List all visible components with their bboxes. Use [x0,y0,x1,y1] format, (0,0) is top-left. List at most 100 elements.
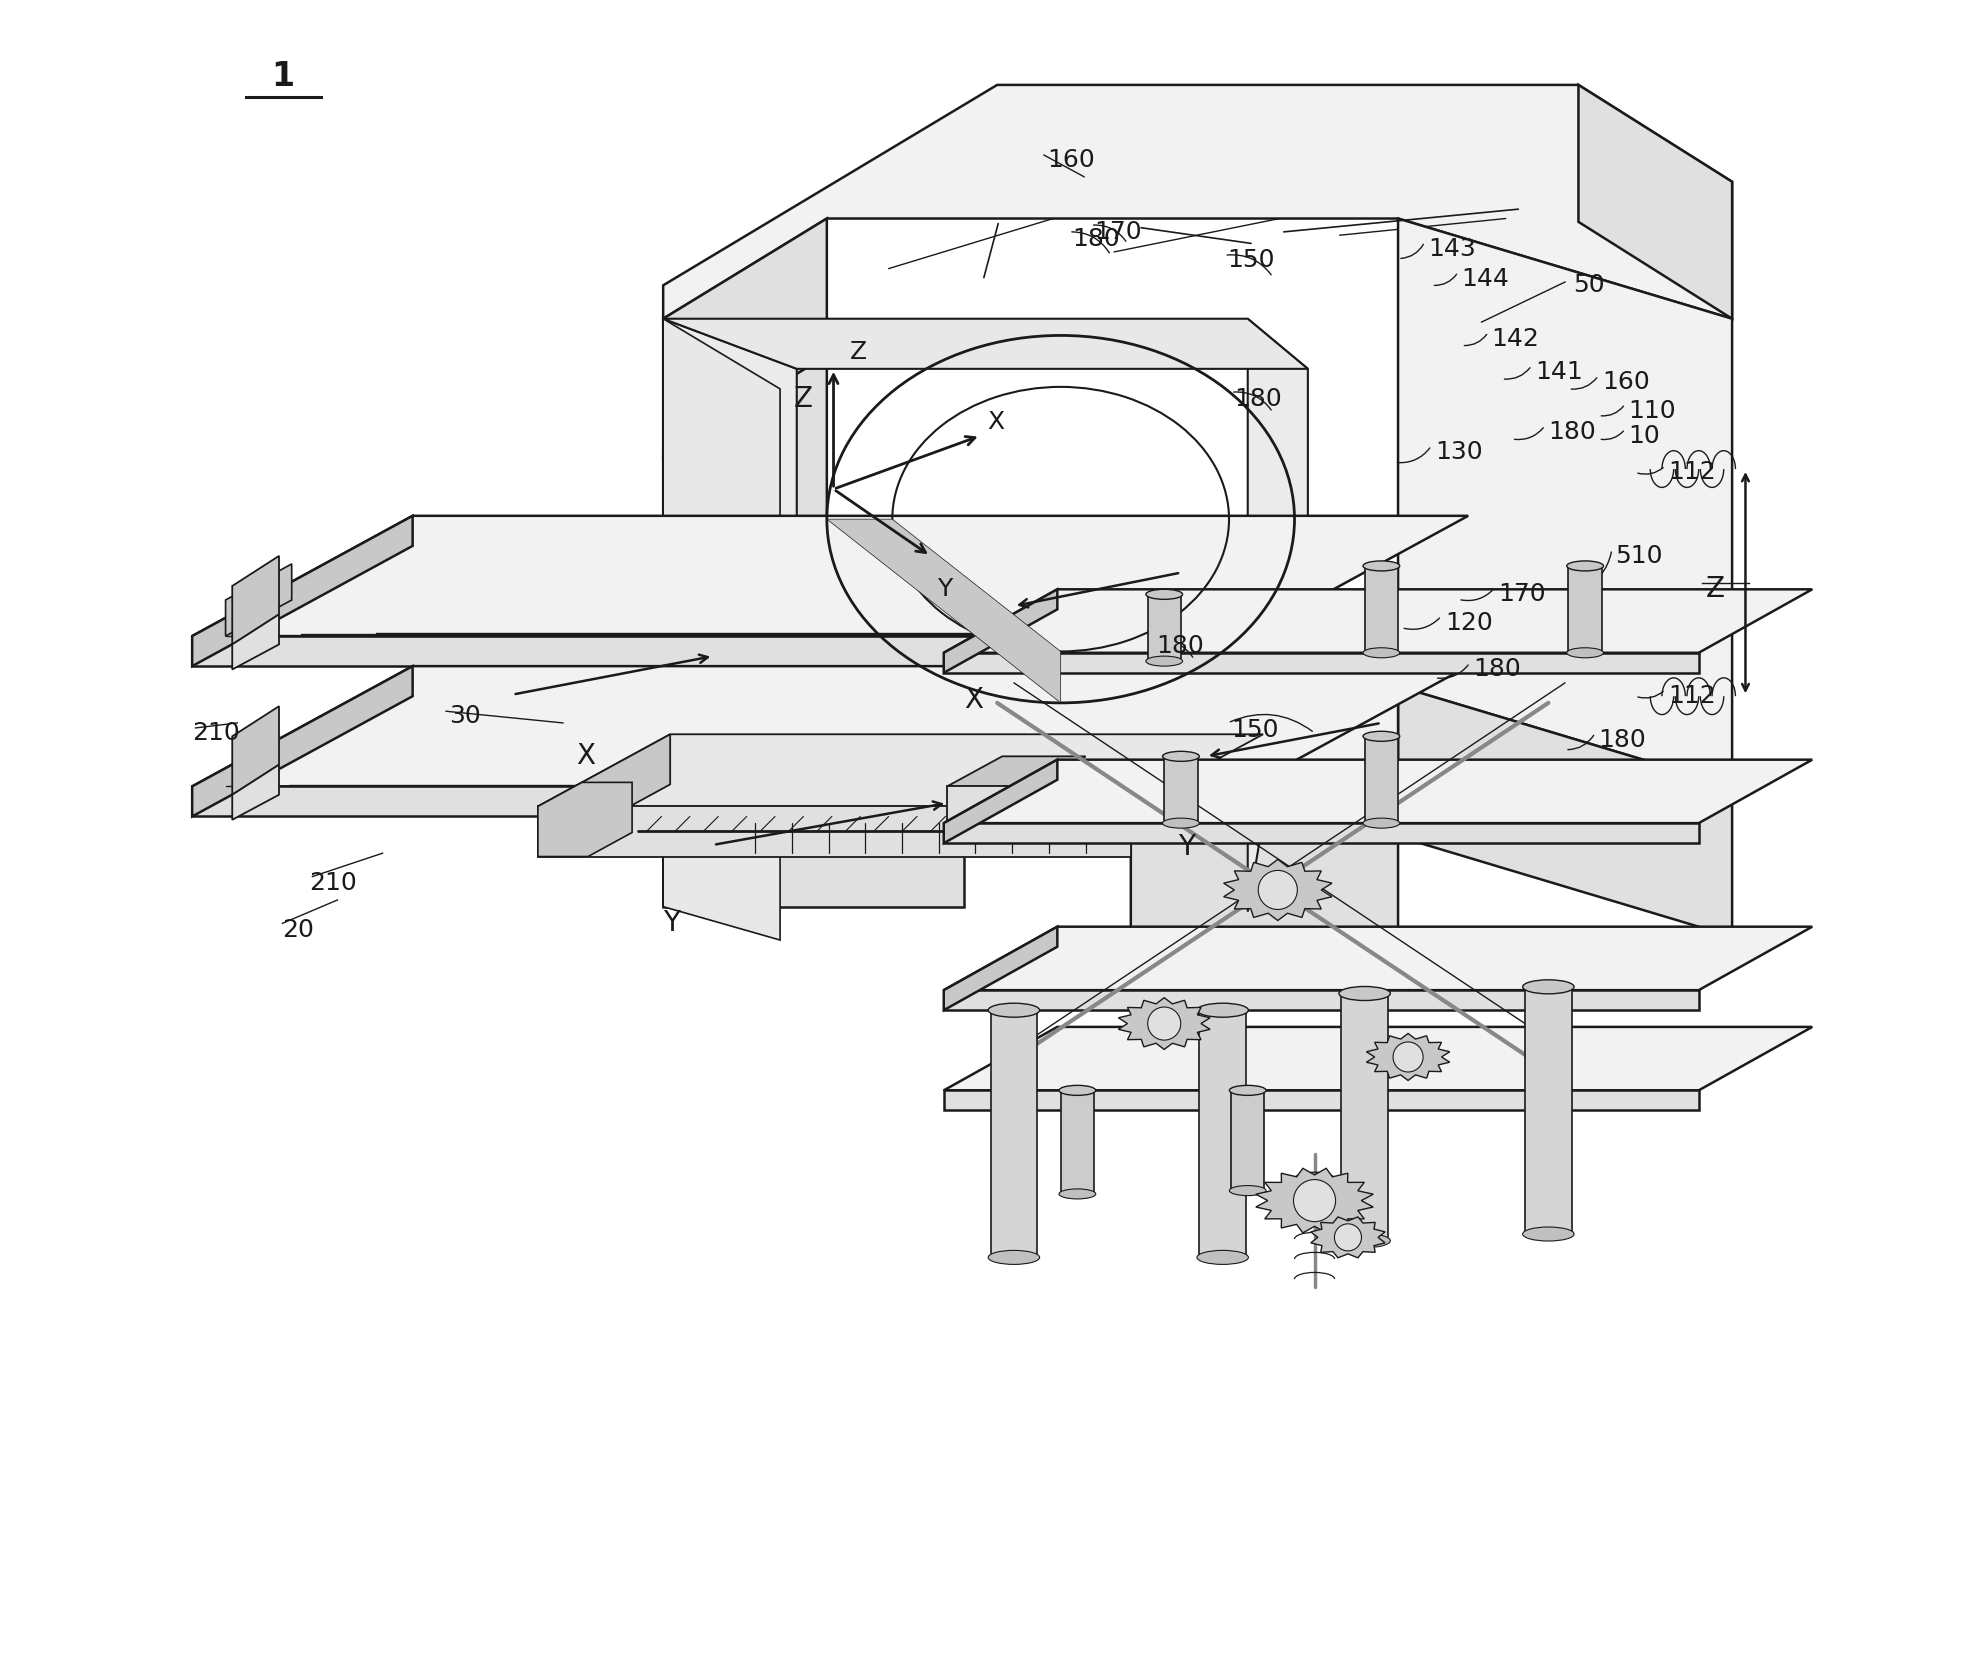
Polygon shape [943,990,1698,1010]
Ellipse shape [1339,1233,1390,1248]
Text: X: X [986,410,1004,435]
Polygon shape [1247,320,1308,912]
Ellipse shape [1145,656,1182,666]
Ellipse shape [1522,980,1575,994]
Polygon shape [943,652,1698,673]
Ellipse shape [1059,1190,1096,1200]
Polygon shape [1367,1034,1449,1081]
Polygon shape [226,564,292,636]
Polygon shape [1310,1216,1384,1258]
Ellipse shape [1163,818,1200,828]
Polygon shape [192,666,412,816]
Polygon shape [1224,860,1332,920]
Text: 10: 10 [1628,423,1661,448]
Polygon shape [1579,85,1732,320]
Text: X: X [577,743,596,770]
Polygon shape [1398,219,1732,786]
Text: 180: 180 [1155,634,1204,657]
Text: Y: Y [1179,833,1194,860]
Polygon shape [828,519,1061,703]
Text: 150: 150 [1228,248,1275,273]
Polygon shape [943,823,1698,843]
Polygon shape [192,515,1469,636]
Text: 180: 180 [1598,728,1645,751]
Polygon shape [1232,1091,1265,1191]
Text: Z: Z [794,385,812,413]
Ellipse shape [1196,1004,1249,1017]
Ellipse shape [1230,1086,1267,1096]
Polygon shape [1131,820,1398,974]
Polygon shape [1061,1091,1094,1195]
Text: 510: 510 [1616,544,1663,567]
Polygon shape [943,927,1057,1010]
Circle shape [1392,1042,1424,1072]
Text: 210: 210 [310,872,357,895]
Polygon shape [663,355,828,766]
Circle shape [1294,1179,1335,1221]
Polygon shape [1398,686,1732,937]
Polygon shape [663,320,780,940]
Polygon shape [1569,565,1602,652]
Ellipse shape [1339,987,1390,1000]
Ellipse shape [1567,560,1604,570]
Text: Y: Y [937,577,953,601]
Polygon shape [192,666,1469,786]
Text: 180: 180 [1473,657,1522,681]
Text: 141: 141 [1535,360,1583,385]
Text: Z: Z [1706,576,1724,604]
Ellipse shape [1230,1186,1267,1196]
Polygon shape [943,760,1057,843]
Ellipse shape [1363,560,1400,570]
Text: 130: 130 [1435,440,1483,465]
Polygon shape [943,927,1812,990]
Text: 20: 20 [282,918,314,942]
Ellipse shape [1363,818,1400,828]
Polygon shape [943,589,1057,673]
Text: 180: 180 [1233,386,1282,412]
Text: 112: 112 [1669,460,1716,485]
Polygon shape [1255,1168,1373,1233]
Ellipse shape [988,1004,1039,1017]
Ellipse shape [1163,751,1200,761]
Text: Z: Z [851,340,867,365]
Text: 144: 144 [1461,266,1510,291]
Polygon shape [1147,594,1181,661]
Ellipse shape [1567,647,1604,657]
Ellipse shape [1363,731,1400,741]
Polygon shape [947,786,1031,820]
Circle shape [1147,1007,1181,1041]
Ellipse shape [1145,589,1182,599]
Text: 150: 150 [1232,718,1279,741]
Polygon shape [1526,987,1573,1235]
Polygon shape [537,783,631,857]
Polygon shape [1365,736,1398,823]
Ellipse shape [1363,647,1400,657]
Polygon shape [663,766,963,907]
Polygon shape [192,515,412,666]
Polygon shape [947,756,1086,786]
Text: 1: 1 [271,60,294,94]
Polygon shape [192,786,1247,816]
Polygon shape [231,706,278,795]
Text: 180: 180 [1073,226,1120,251]
Text: 170: 170 [1094,219,1141,244]
Polygon shape [663,669,1131,766]
Ellipse shape [1196,1250,1249,1265]
Polygon shape [1118,997,1210,1049]
Text: X: X [963,686,982,714]
Text: 160: 160 [1047,147,1094,172]
Polygon shape [990,1010,1037,1258]
Circle shape [1333,1225,1361,1251]
Polygon shape [663,320,796,907]
Polygon shape [192,636,1247,666]
Text: 142: 142 [1492,326,1539,351]
Ellipse shape [1059,1086,1096,1096]
Polygon shape [1200,1010,1245,1258]
Polygon shape [537,734,1263,806]
Polygon shape [1131,669,1398,836]
Polygon shape [231,765,278,820]
Polygon shape [943,589,1812,652]
Circle shape [1259,870,1298,910]
Text: 50: 50 [1573,273,1604,298]
Text: 210: 210 [192,721,239,744]
